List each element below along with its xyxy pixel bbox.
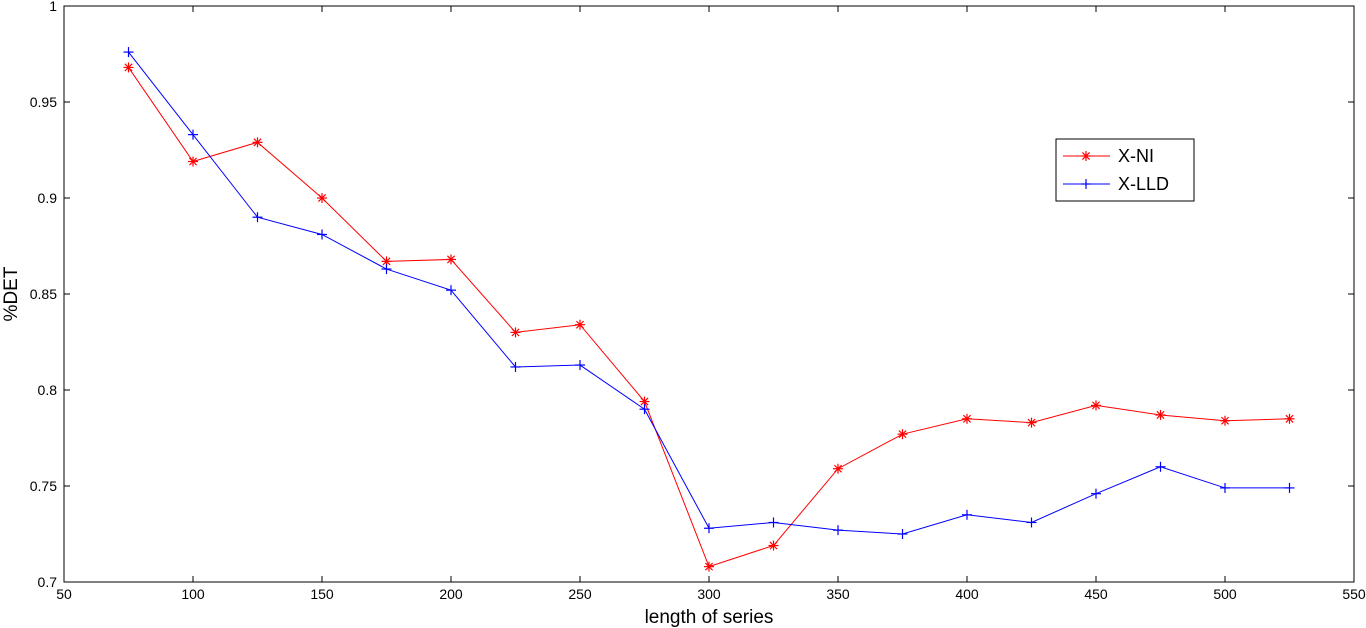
x-axis-label: length of series — [645, 607, 774, 628]
legend-box — [1055, 138, 1195, 202]
data-point-x-lld — [1220, 482, 1230, 493]
data-point-x-ni — [833, 463, 843, 474]
data-point-x-ni — [897, 429, 908, 440]
legend-marker-x-lld — [1081, 179, 1091, 189]
y-tick-label: 0.95 — [30, 94, 57, 110]
series-layer — [123, 47, 1295, 572]
plot-area — [63, 5, 1355, 583]
data-point-x-lld — [1155, 461, 1166, 472]
data-point-x-ni — [510, 327, 521, 338]
x-tick-label: 150 — [310, 586, 334, 602]
x-tick-label: 100 — [181, 586, 205, 602]
y-axis: 0.7 0.75 0.8 0.85 0.9 0.95 1 — [30, 0, 1354, 590]
x-tick-label: 50 — [56, 586, 72, 602]
data-point-x-lld — [123, 47, 134, 58]
data-point-x-ni — [1155, 409, 1166, 420]
data-point-x-ni — [575, 319, 585, 330]
x-tick-label: 350 — [826, 586, 850, 602]
x-tick-label: 500 — [1213, 586, 1237, 602]
data-point-x-lld — [317, 229, 327, 240]
x-tick-label: 550 — [1342, 586, 1366, 602]
data-point-x-lld — [188, 129, 198, 140]
x-axis: 50 100 150 200 250 300 350 400 450 500 550 — [56, 6, 1366, 602]
y-tick-label: 0.7 — [38, 574, 58, 590]
data-point-x-lld — [704, 523, 714, 534]
data-point-x-ni — [317, 193, 327, 203]
x-tick-label: 450 — [1084, 586, 1108, 602]
data-point-x-ni — [639, 396, 650, 407]
y-axis-label: %DET — [1, 266, 22, 321]
x-tick-label: 200 — [439, 586, 463, 602]
data-point-x-ni — [188, 156, 198, 167]
x-tick-label: 250 — [568, 586, 592, 602]
data-point-x-ni — [1091, 400, 1101, 411]
data-point-x-ni — [1220, 415, 1230, 426]
data-point-x-lld — [639, 404, 650, 415]
data-point-x-lld — [768, 517, 779, 528]
y-tick-label: 0.85 — [30, 286, 57, 302]
data-point-x-ni — [252, 137, 263, 148]
data-point-x-lld — [1284, 482, 1295, 493]
data-point-x-lld — [252, 212, 263, 223]
data-point-x-lld — [897, 529, 908, 539]
data-point-x-ni — [768, 540, 779, 551]
legend-label-x-lld: X-LLD — [1118, 174, 1169, 194]
x-tick-label: 400 — [955, 586, 979, 602]
data-point-x-lld — [1091, 488, 1101, 499]
data-point-x-ni — [1026, 417, 1037, 428]
data-point-x-ni — [704, 561, 714, 572]
legend: X-NI X-LLD — [1055, 138, 1195, 202]
data-point-x-lld — [833, 525, 843, 536]
y-tick-label: 1 — [49, 0, 57, 14]
data-point-x-lld — [446, 285, 456, 296]
y-tick-label: 0.75 — [30, 478, 57, 494]
data-point-x-ni — [962, 413, 972, 424]
data-point-x-ni — [1284, 413, 1295, 424]
data-point-x-lld — [962, 509, 972, 520]
data-point-x-lld — [510, 361, 521, 372]
data-point-x-lld — [1026, 517, 1037, 528]
data-point-x-lld — [575, 360, 585, 371]
y-tick-label: 0.9 — [38, 190, 58, 206]
legend-marker-x-ni — [1081, 151, 1091, 161]
data-point-x-ni — [446, 254, 456, 265]
data-point-x-lld — [381, 264, 392, 275]
x-tick-label: 300 — [697, 586, 721, 602]
y-tick-label: 0.8 — [38, 382, 58, 398]
legend-label-x-ni: X-NI — [1118, 146, 1154, 166]
data-point-x-ni — [123, 62, 134, 73]
